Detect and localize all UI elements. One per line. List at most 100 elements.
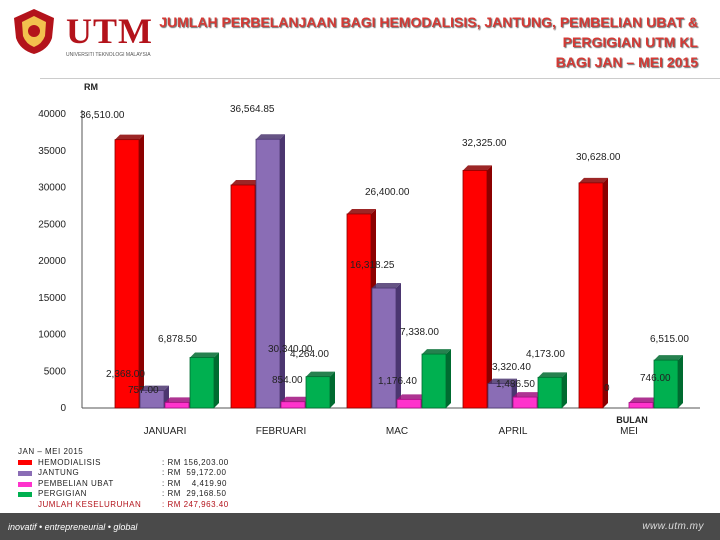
bar	[230, 184, 256, 409]
y-axis-unit: RM	[84, 82, 98, 92]
bar-top	[140, 385, 169, 391]
x-tick-label: MEI	[620, 426, 638, 437]
legend-value: : RM 4,419.90	[162, 478, 227, 488]
y-tick-label: 10000	[38, 330, 66, 341]
legend-value: : RM 247,963.40	[162, 499, 229, 509]
bar-top	[306, 371, 335, 377]
legend-value: : RM 156,203.00	[162, 457, 229, 467]
bar-side	[330, 371, 335, 408]
legend-summary: JAN – MEI 2015 HEMODIALISIS : RM 156,203…	[18, 447, 229, 511]
bar-top	[372, 283, 401, 289]
bar-side	[487, 165, 492, 408]
bar-top	[256, 134, 285, 140]
y-tick-label: 5000	[44, 366, 67, 377]
legend-row-pergigian: PERGIGIAN : RM 29,168.50	[18, 489, 229, 500]
footer-tagline: inovatif • entrepreneurial • global	[8, 522, 138, 532]
bar	[462, 170, 488, 409]
bar-side	[214, 352, 219, 408]
bar-side	[280, 134, 285, 408]
data-label: 3,320.40	[492, 362, 531, 373]
data-label: 30,340.00	[268, 344, 313, 355]
bar	[396, 398, 422, 409]
data-label: 6,515.00	[650, 334, 689, 345]
legend-label: JANTUNG	[38, 468, 80, 478]
bar-top	[463, 165, 492, 171]
data-label: 36,510.00	[80, 110, 125, 121]
bar	[346, 213, 372, 409]
bar-top	[422, 349, 451, 355]
bar	[305, 376, 331, 409]
y-tick-label: 0	[60, 403, 66, 414]
bar-side	[446, 349, 451, 408]
y-tick-label: 35000	[38, 146, 66, 157]
legend-label: JUMLAH KESELURUHAN	[38, 499, 142, 509]
bar	[189, 357, 215, 409]
y-tick-label: 30000	[38, 183, 66, 194]
bar	[114, 139, 140, 409]
x-tick-label: FEBRUARI	[256, 426, 307, 437]
data-label: 0	[604, 383, 610, 394]
data-label: 4,264.00	[290, 349, 329, 360]
bar	[487, 383, 513, 409]
x-tick-label: MAC	[386, 426, 408, 437]
legend-label: HEMODIALISIS	[38, 457, 101, 467]
x-tick-label: JANUARI	[144, 426, 187, 437]
legend-value: : RM 29,168.50	[162, 489, 227, 499]
bar	[628, 402, 654, 409]
legend-label: PERGIGIAN	[38, 489, 87, 499]
data-label: 16,318.25	[350, 260, 395, 271]
y-tick-label: 15000	[38, 293, 66, 304]
legend-swatch-red	[18, 460, 32, 466]
legend-swatch-green	[18, 492, 32, 498]
bar-side	[562, 372, 567, 408]
data-label: 1,176.40	[378, 376, 417, 387]
bar	[421, 353, 447, 409]
y-tick-label: 40000	[38, 109, 66, 120]
legend-row-jumlah: JUMLAH KESELURUHAN : RM 247,963.40	[18, 500, 229, 511]
bar-top	[629, 397, 658, 403]
data-label: 6,878.50	[158, 334, 197, 345]
legend-row-hemodialisis: HEMODIALISIS : RM 156,203.00	[18, 458, 229, 469]
data-label: 7,338.00	[400, 327, 439, 338]
bar	[653, 359, 679, 409]
bar-top	[654, 355, 683, 361]
legend-swatch-pink	[18, 481, 32, 487]
logo-subtitle: UNIVERSITI TEKNOLOGI MALAYSIA	[66, 52, 151, 58]
data-label: 26,400.00	[365, 187, 410, 198]
legend-swatch-blank	[18, 503, 32, 508]
y-tick-label: 20000	[38, 256, 66, 267]
bar	[164, 402, 190, 409]
y-tick-label: 25000	[38, 219, 66, 230]
utm-logo: UTM UNIVERSITI TEKNOLOGI MALAYSIA	[8, 6, 158, 58]
data-label: 854.00	[272, 375, 303, 386]
header-divider	[40, 78, 720, 79]
bar-top	[115, 134, 144, 140]
bar-top	[513, 392, 542, 398]
bar	[255, 138, 281, 409]
bar-side	[139, 134, 144, 409]
data-label: 1,486.50	[496, 379, 535, 390]
bar	[512, 396, 538, 409]
legend-heading: JAN – MEI 2015	[18, 447, 84, 456]
data-label: 36,564.85	[230, 104, 275, 115]
x-tick-label: APRIL	[499, 426, 528, 437]
data-label: 30,628.00	[576, 152, 621, 163]
bar-top	[165, 397, 194, 403]
logo-text: UTM	[66, 11, 153, 51]
footer-bar: inovatif • entrepreneurial • global www.…	[0, 513, 720, 540]
x-axis-title: BULAN	[616, 415, 648, 425]
bar	[139, 390, 165, 409]
legend-value: : RM 59,172.00	[162, 468, 227, 478]
data-label: 4,173.00	[526, 349, 565, 360]
data-label: 2,368.00	[106, 369, 145, 380]
bar-top	[347, 208, 376, 214]
footer-url: www.utm.my	[642, 521, 704, 532]
bar-top	[281, 396, 310, 402]
bar-top	[231, 180, 260, 186]
bar-top	[488, 378, 517, 384]
legend-label: PEMBELIAN UBAT	[38, 478, 114, 488]
data-label: 757.00	[128, 385, 159, 396]
data-label: 32,325.00	[462, 138, 507, 149]
bar-chart: 0 5000 10000 15000 20000 25000 30000 35000 40000…	[38, 104, 700, 437]
legend-swatch-purple	[18, 470, 32, 476]
